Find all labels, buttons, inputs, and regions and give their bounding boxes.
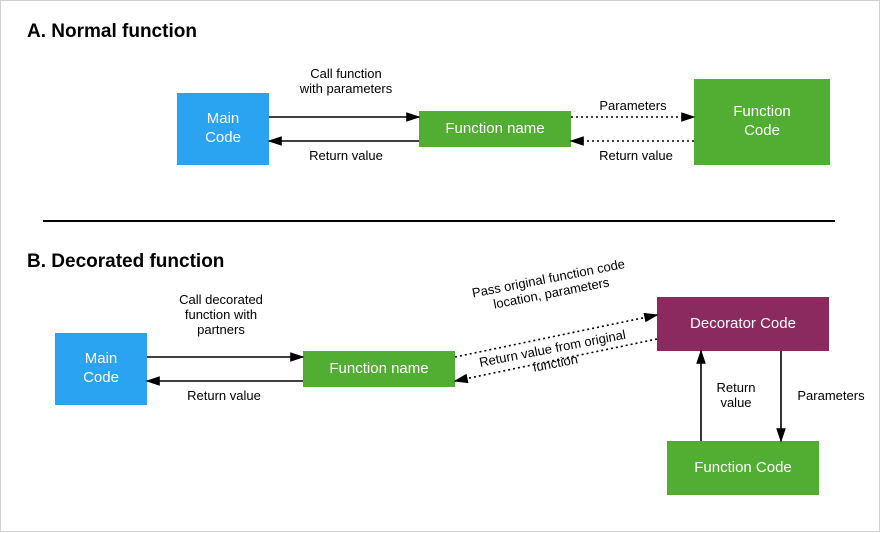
- box-b-fcode-label: Function Code: [694, 459, 792, 478]
- a-arrow-label-3: Return value: [591, 149, 681, 164]
- b-arrow-label-5: Parameters: [791, 389, 871, 404]
- box-a-main-label: MainCode: [205, 110, 241, 148]
- b-arrow-label-2: Pass original function codelocation, par…: [449, 253, 651, 320]
- section-b-title: B. Decorated function: [27, 251, 224, 273]
- box-a-fcode-label: FunctionCode: [733, 103, 791, 141]
- box-a-main: MainCode: [177, 93, 269, 165]
- a-arrow-label-0: Call functionwith parameters: [291, 67, 401, 97]
- b-arrow-label-1: Return value: [179, 389, 269, 404]
- section-a-title: A. Normal function: [27, 21, 197, 43]
- box-b-fcode: Function Code: [667, 441, 819, 495]
- a-arrow-label-2: Parameters: [593, 99, 673, 114]
- box-b-main: MainCode: [55, 333, 147, 405]
- box-b-deco: Decorator Code: [657, 297, 829, 351]
- box-b-main-label: MainCode: [83, 350, 119, 388]
- box-a-fname-label: Function name: [445, 120, 544, 139]
- box-a-fcode: FunctionCode: [694, 79, 830, 165]
- b-arrow-label-4: Returnvalue: [711, 381, 761, 411]
- a-arrow-label-1: Return value: [301, 149, 391, 164]
- section-divider: [43, 220, 835, 222]
- box-b-fname-label: Function name: [329, 360, 428, 379]
- b-arrow-label-0: Call decoratedfunction withpartners: [161, 293, 281, 338]
- box-b-fname: Function name: [303, 351, 455, 387]
- b-arrow-label-3: Return value from originalfunction: [453, 323, 655, 390]
- box-a-fname: Function name: [419, 111, 571, 147]
- box-b-deco-label: Decorator Code: [690, 315, 796, 334]
